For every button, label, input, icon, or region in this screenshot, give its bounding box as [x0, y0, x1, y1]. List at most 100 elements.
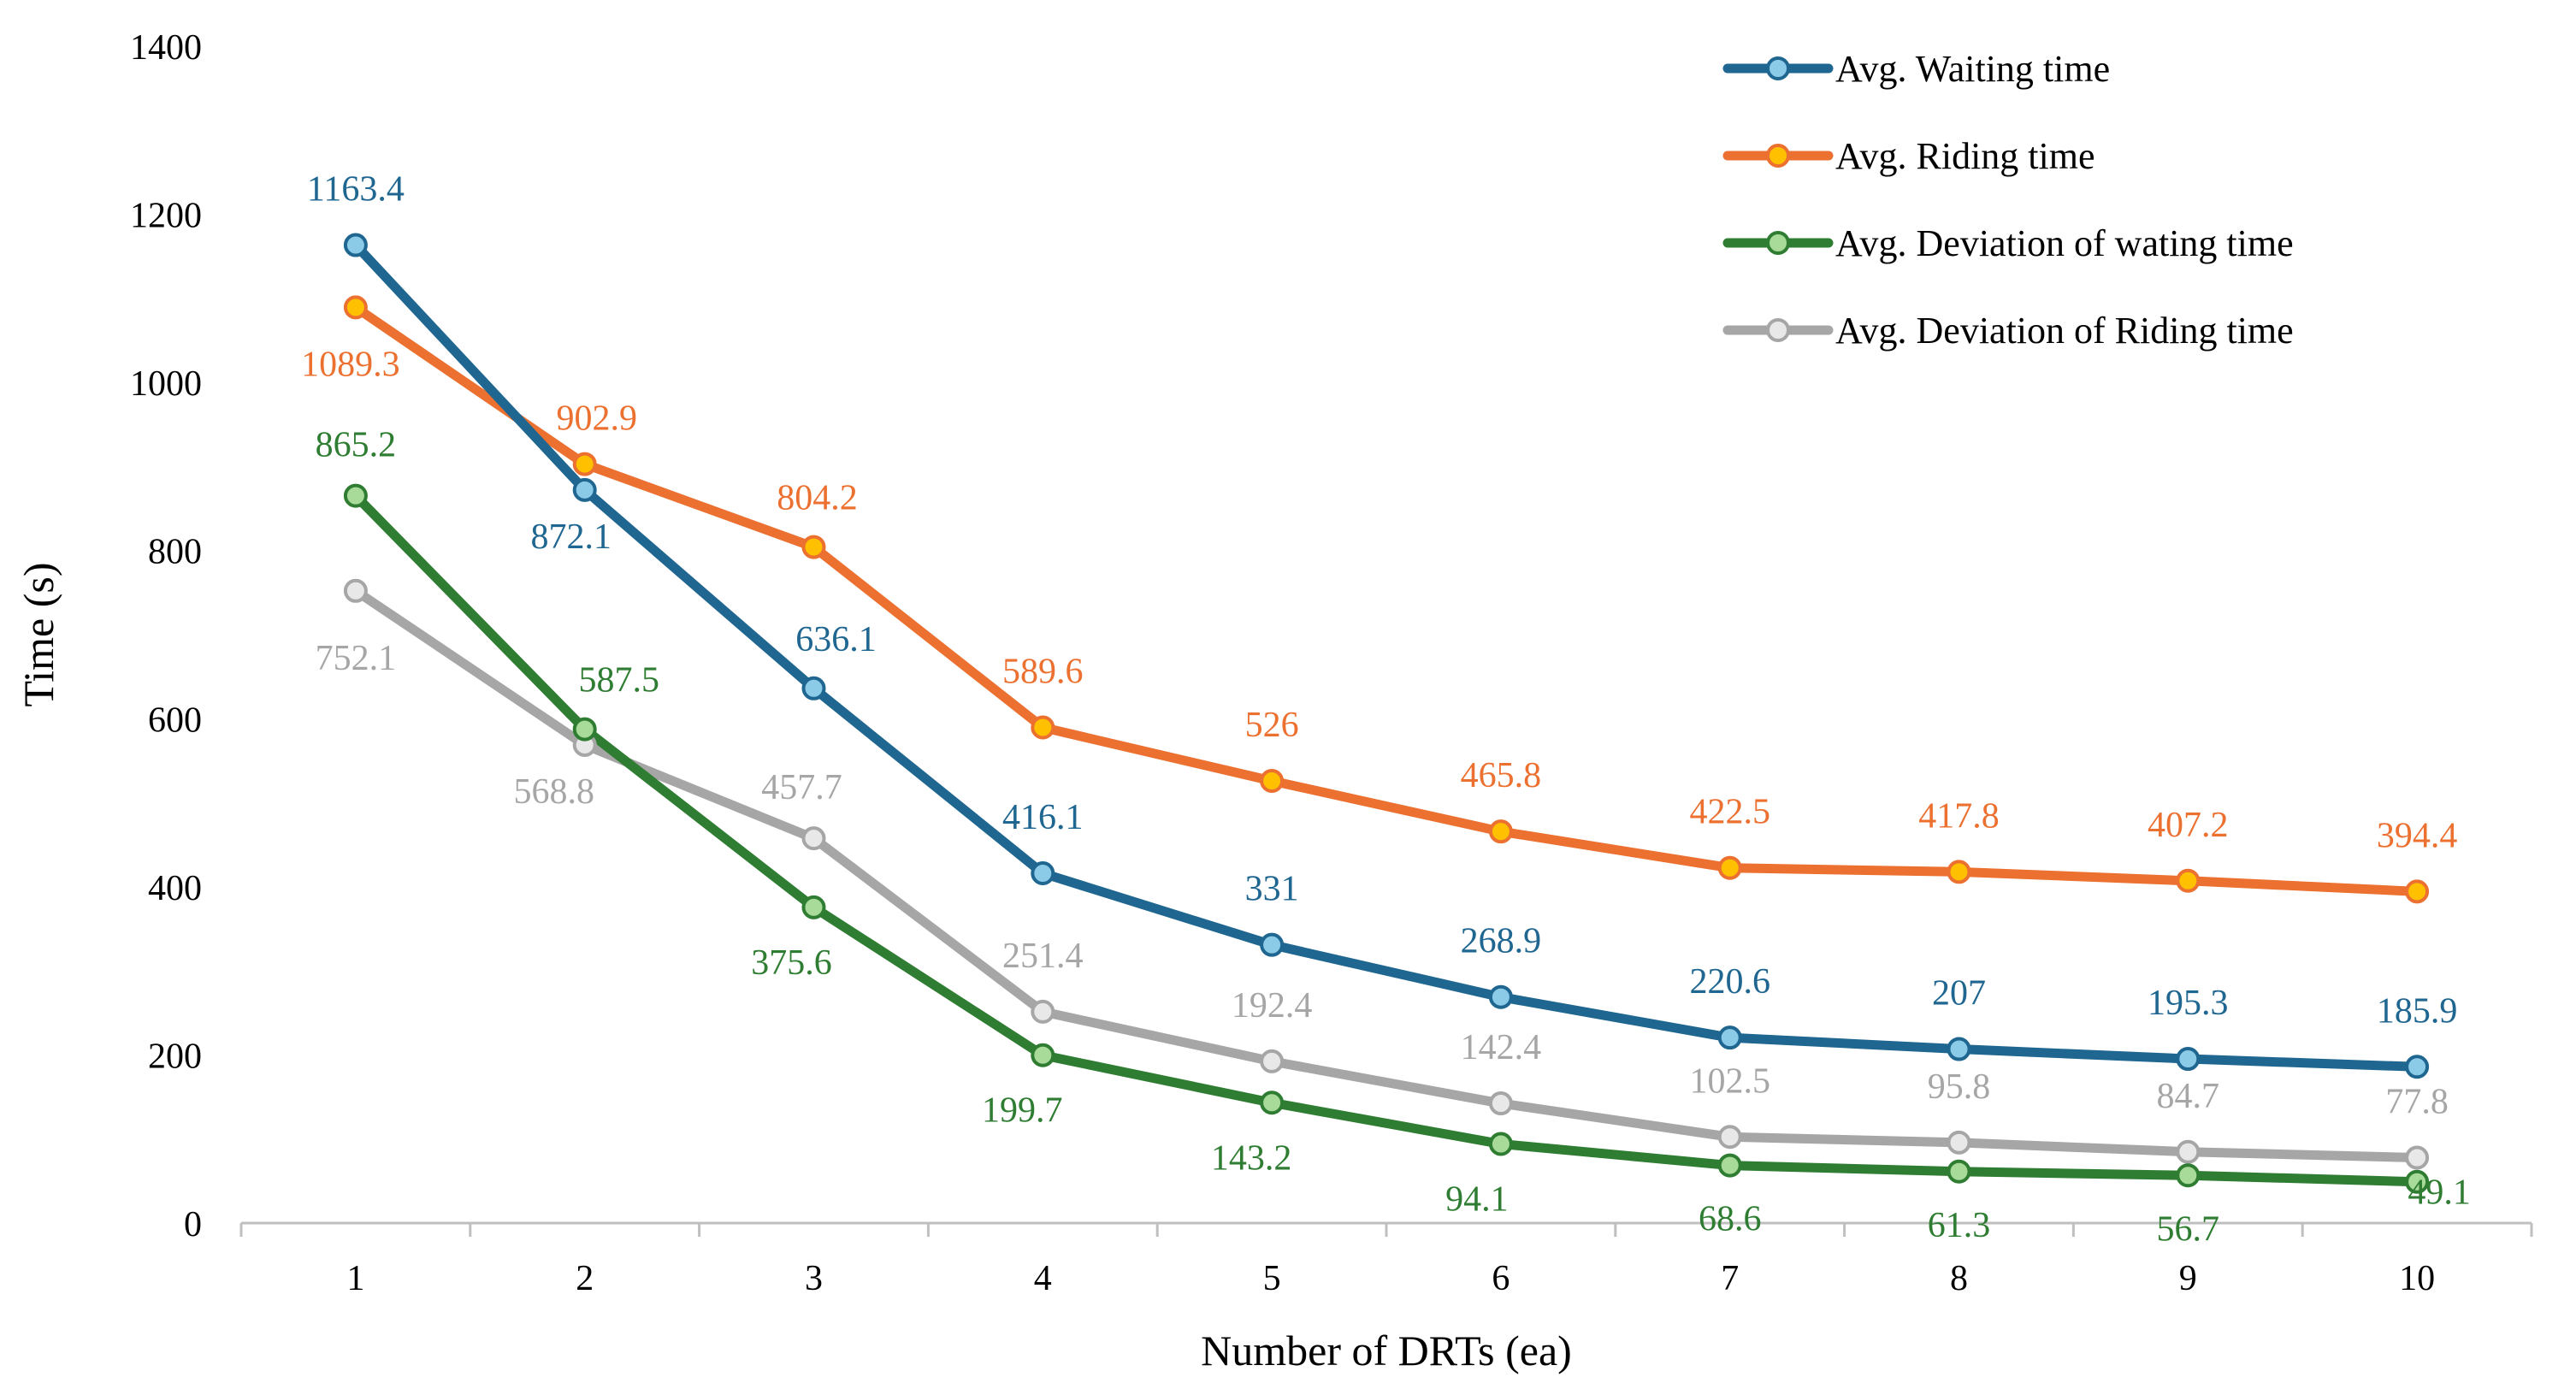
x-tick-label: 7 — [1721, 1259, 1739, 1298]
y-tick-label: 0 — [184, 1205, 202, 1244]
data-label: 61.3 — [1928, 1206, 1991, 1245]
data-point — [1947, 860, 1971, 884]
legend-label: Avg. Waiting time — [1835, 48, 2110, 90]
data-label: 185.9 — [2377, 991, 2458, 1031]
data-label: 102.5 — [1689, 1061, 1770, 1101]
data-label: 526 — [1245, 706, 1299, 745]
x-axis-title: Number of DRTs (ea) — [1201, 1327, 1572, 1374]
legend-marker — [1766, 144, 1790, 168]
data-label: 192.4 — [1232, 986, 1313, 1025]
x-tick-label: 1 — [346, 1259, 364, 1298]
data-point — [2176, 868, 2201, 893]
series-line — [351, 586, 2422, 1163]
data-label: 1089.3 — [301, 345, 400, 384]
data-label: 422.5 — [1689, 793, 1770, 832]
data-point — [801, 535, 826, 559]
data-point — [1031, 861, 1055, 886]
legend-marker — [1766, 56, 1790, 80]
x-tick-label: 10 — [2399, 1259, 2435, 1298]
data-label: 1163.4 — [307, 170, 405, 210]
data-point — [343, 295, 368, 320]
legend-marker — [1766, 231, 1790, 255]
data-point — [1260, 769, 1285, 794]
data-label: 84.7 — [2157, 1077, 2220, 1116]
data-point — [1260, 1049, 1285, 1073]
y-tick-label: 600 — [148, 700, 202, 740]
data-point — [1260, 1091, 1285, 1115]
data-point — [572, 717, 597, 742]
data-label: 589.6 — [1002, 653, 1084, 692]
data-label: 457.7 — [761, 768, 842, 807]
y-tick-label: 800 — [148, 533, 202, 572]
y-tick-label: 1200 — [130, 197, 202, 236]
data-point — [2405, 879, 2430, 904]
data-point — [801, 676, 826, 700]
data-label: 568.8 — [513, 772, 594, 812]
data-label: 77.8 — [2385, 1083, 2449, 1122]
data-label: 94.1 — [1445, 1180, 1509, 1220]
data-label: 207 — [1932, 974, 1986, 1014]
data-point — [343, 483, 368, 508]
data-label: 220.6 — [1689, 962, 1770, 1002]
data-label: 902.9 — [556, 399, 637, 439]
x-tick-label: 5 — [1263, 1259, 1281, 1298]
x-tick-label: 6 — [1492, 1259, 1510, 1298]
legend-label: Avg. Deviation of wating time — [1835, 222, 2294, 264]
data-point — [1488, 984, 1513, 1009]
data-label: 331 — [1245, 870, 1299, 909]
series-markers — [343, 233, 2430, 1194]
data-label: 407.2 — [2148, 806, 2229, 845]
y-tick-label: 400 — [148, 869, 202, 908]
data-label: 636.1 — [795, 620, 877, 659]
series-line — [351, 240, 2422, 1072]
data-point — [1260, 932, 1285, 957]
data-point — [2405, 1145, 2430, 1170]
data-point — [801, 895, 826, 919]
data-point — [2176, 1047, 2201, 1072]
y-axis-title: Time (s) — [15, 562, 62, 706]
data-label: 587.5 — [578, 661, 659, 700]
data-label: 872.1 — [530, 517, 612, 557]
data-label: 416.1 — [1002, 798, 1084, 837]
series-line — [351, 302, 2422, 896]
data-point — [1031, 1043, 1055, 1067]
data-point — [1947, 1159, 1971, 1184]
data-point — [343, 578, 368, 603]
data-point — [1947, 1037, 1971, 1061]
data-label: 465.8 — [1461, 756, 1542, 795]
data-label: 95.8 — [1928, 1067, 1991, 1107]
series-line — [351, 491, 2422, 1187]
data-point — [2405, 1169, 2430, 1194]
data-point — [1717, 1025, 1742, 1050]
data-label: 417.8 — [1918, 796, 2000, 836]
data-point — [1717, 1153, 1742, 1178]
data-point — [1031, 999, 1055, 1024]
data-point — [1488, 1132, 1513, 1156]
data-point — [1717, 855, 1742, 880]
data-label: 268.9 — [1461, 922, 1542, 961]
data-label: 199.7 — [982, 1091, 1063, 1131]
data-label: 394.4 — [2377, 816, 2458, 855]
x-tick-label: 2 — [576, 1259, 594, 1298]
x-tick-label: 3 — [805, 1259, 823, 1298]
x-tick-label: 4 — [1034, 1259, 1052, 1298]
data-label: 68.6 — [1699, 1200, 1762, 1239]
legend-marker — [1766, 318, 1790, 342]
data-point — [343, 233, 368, 257]
data-point — [2176, 1163, 2201, 1188]
data-label: 143.2 — [1211, 1138, 1292, 1178]
data-label: 752.1 — [316, 639, 397, 678]
data-label: 49.1 — [2408, 1173, 2471, 1213]
legend-label: Avg. Riding time — [1835, 135, 2095, 177]
data-point — [2176, 1139, 2201, 1164]
x-tick-label: 9 — [2179, 1259, 2197, 1298]
legend-label: Avg. Deviation of Riding time — [1835, 310, 2294, 352]
data-label: 865.2 — [316, 426, 397, 465]
series-lines — [351, 240, 2422, 1187]
data-point — [572, 477, 597, 502]
y-tick-label: 1400 — [130, 28, 202, 68]
data-label: 251.4 — [1002, 937, 1084, 976]
data-label: 195.3 — [2148, 984, 2229, 1023]
